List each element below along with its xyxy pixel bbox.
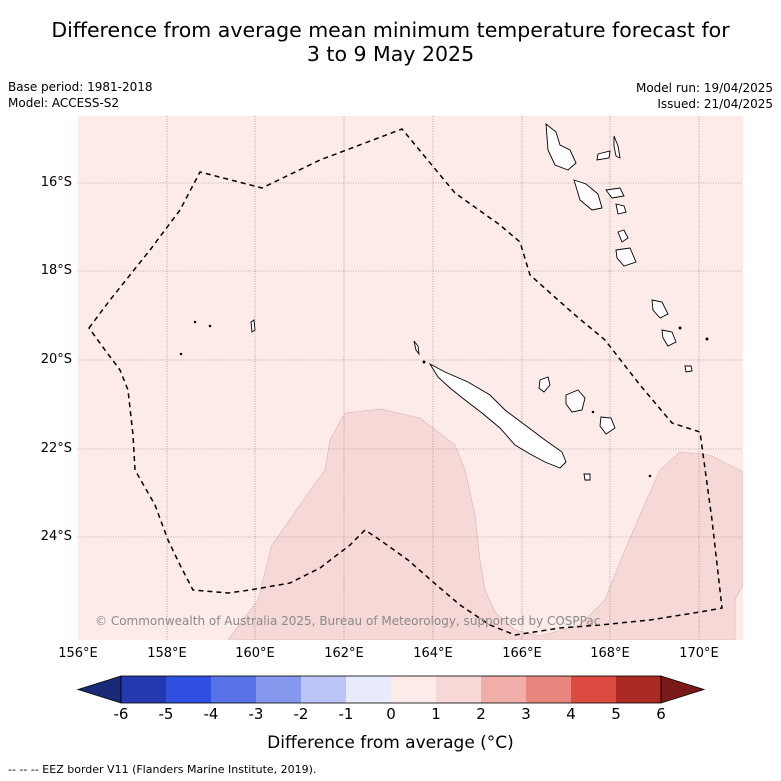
new-caledonia (428, 362, 567, 469)
anomaly-band-1-2-south (227, 408, 743, 640)
map-title: Difference from average mean minimum tem… (0, 18, 781, 66)
islet-4 (591, 410, 595, 414)
ambae (596, 150, 611, 161)
colorbar-tick-label: 1 (431, 705, 441, 723)
ouvea (538, 376, 551, 393)
colorbar-tick-label: 4 (566, 705, 576, 723)
lon-label-162e: 162°E (324, 646, 364, 661)
erromango (615, 247, 637, 267)
colorbar-tick-label: -4 (203, 705, 219, 723)
colorbar-swatch (256, 676, 301, 703)
colorbar-tick-label: 5 (611, 705, 621, 723)
base-period: Base period: 1981-2018 (8, 80, 153, 94)
colorbar-swatch (211, 676, 256, 703)
colorbar-swatch (121, 676, 166, 703)
isle-of-pines (583, 473, 591, 481)
lon-label-158e: 158°E (147, 646, 187, 661)
chesterfield-islet (250, 319, 256, 333)
lat-label-18s: 18°S (40, 263, 72, 278)
colorbar-swatch (481, 676, 526, 703)
ambrym (605, 187, 625, 199)
tanna (651, 299, 669, 319)
mare (599, 416, 616, 435)
meta-left: Base period: 1981-2018 Model: ACCESS-S2 (8, 79, 153, 111)
islet-3 (179, 352, 183, 356)
colorbar-tick-label: 2 (476, 705, 486, 723)
issued-date: Issued: 21/04/2025 (657, 97, 773, 111)
title-line-1: Difference from average mean minimum tem… (51, 18, 730, 42)
model-run: Model run: 19/04/2025 (635, 81, 773, 95)
coastlines (179, 123, 709, 481)
colorbar-tick-label: -1 (338, 705, 354, 723)
colorbar-tick-label: -2 (293, 705, 309, 723)
colorbar-tick-label: -6 (113, 705, 129, 723)
islet-7 (705, 337, 709, 341)
colorbar-tick-label: 6 (656, 705, 666, 723)
grid-lines (78, 116, 743, 640)
colorbar-frame (120, 675, 662, 704)
espiritu-santo (545, 123, 577, 171)
colorbar-tick-label: -5 (158, 705, 174, 723)
eez-footnote: -- -- -- EEZ border V11 (Flanders Marine… (8, 763, 317, 776)
lon-label-168e: 168°E (590, 646, 630, 661)
colorbar-tick-label: -3 (248, 705, 264, 723)
colorbar-swatch (391, 676, 436, 703)
lat-label-24s: 24°S (40, 529, 72, 544)
lon-label-160e: 160°E (235, 646, 275, 661)
colorbar-swatch (166, 676, 211, 703)
lon-label-156e: 156°E (58, 646, 98, 661)
lon-label-164e: 164°E (413, 646, 453, 661)
aneityum (661, 329, 677, 347)
colorbar-tick-label: 3 (521, 705, 531, 723)
islet-8 (422, 360, 426, 364)
efate (617, 229, 629, 243)
maewo-pentecost (613, 135, 621, 159)
islet-1 (193, 320, 197, 324)
lat-label-16s: 16°S (40, 175, 72, 190)
lat-label-20s: 20°S (40, 352, 72, 367)
colorbar-title: Difference from average (°C) (267, 733, 514, 753)
colorbar-swatch (526, 676, 571, 703)
colorbar-extend-low (76, 675, 122, 704)
colorbar-swatch (436, 676, 481, 703)
belep-islands (413, 340, 420, 356)
colorbar-swatch (301, 676, 346, 703)
colorbar (76, 675, 706, 704)
colorbar-tick-label: 0 (386, 705, 396, 723)
lat-label-22s: 22°S (40, 441, 72, 456)
colorbar-swatch (346, 676, 391, 703)
epi (615, 203, 627, 215)
eez-border (88, 128, 723, 636)
lifou (565, 389, 586, 413)
colorbar-extend-high (660, 675, 706, 704)
walpole (684, 365, 693, 373)
meta-right: Model run: 19/04/2025 Issued: 21/04/2025 (636, 80, 773, 112)
islet-5 (648, 474, 652, 478)
copyright-notice: © Commonwealth of Australia 2025, Bureau… (95, 614, 601, 628)
colorbar-swatch (571, 676, 616, 703)
malakula (573, 179, 603, 211)
lon-label-170e: 170°E (679, 646, 719, 661)
title-line-2: 3 to 9 May 2025 (306, 42, 475, 66)
islet-6 (678, 326, 682, 330)
islet-2 (208, 324, 212, 328)
lon-label-166e: 166°E (502, 646, 542, 661)
colorbar-swatch (616, 676, 661, 703)
model-name: Model: ACCESS-S2 (8, 96, 120, 110)
